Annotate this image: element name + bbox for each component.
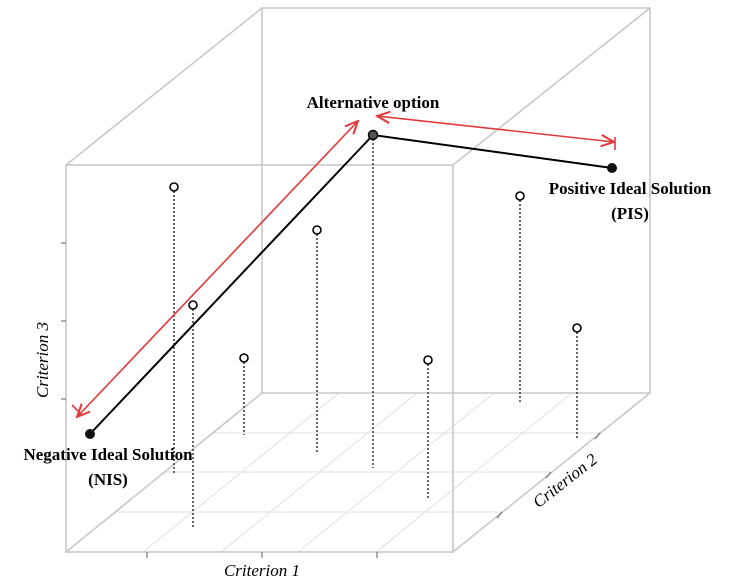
pis-label: Positive Ideal Solution <box>549 179 712 198</box>
nis-label: Negative Ideal Solution <box>23 445 193 464</box>
axis-label: Criterion 1 <box>224 561 300 580</box>
distance-lines <box>89 133 613 435</box>
ticks <box>61 242 601 558</box>
axis-label: Criterion 2 <box>529 450 601 512</box>
pis-abbr: (PIS) <box>611 204 649 223</box>
distance-arrows <box>71 116 615 417</box>
alternative-label: Alternative option <box>307 93 440 112</box>
axis-label: Criterion 3 <box>33 322 52 398</box>
nis-abbr: (NIS) <box>88 470 128 489</box>
floor-grid <box>115 392 600 553</box>
points <box>85 129 617 439</box>
